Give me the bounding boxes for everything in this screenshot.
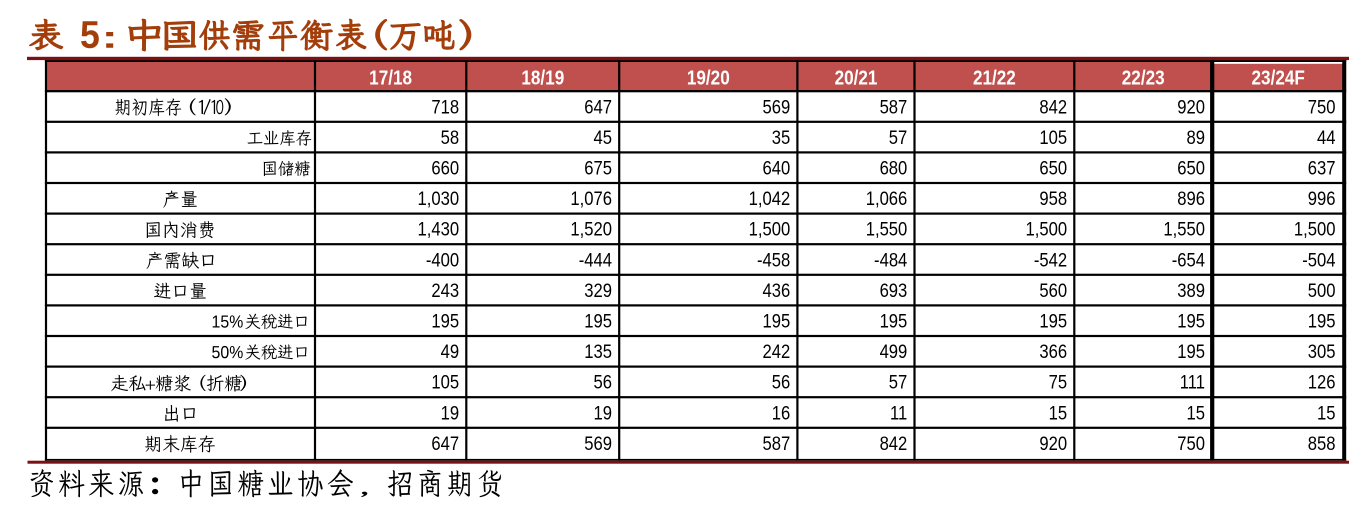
svg-text:436: 436 <box>762 278 790 301</box>
svg-text:569: 569 <box>584 431 612 454</box>
svg-text:660: 660 <box>431 156 459 179</box>
svg-text:-542: -542 <box>1034 248 1067 271</box>
svg-text:195: 195 <box>880 309 908 332</box>
svg-text:195: 195 <box>1177 309 1205 332</box>
svg-text:366: 366 <box>1039 340 1067 363</box>
svg-text:920: 920 <box>1039 431 1067 454</box>
svg-text:1,520: 1,520 <box>570 217 612 240</box>
svg-text:499: 499 <box>880 340 908 363</box>
svg-text:587: 587 <box>880 95 908 118</box>
svg-text:20/21: 20/21 <box>835 66 878 89</box>
svg-text:305: 305 <box>1308 340 1336 363</box>
svg-text:647: 647 <box>584 95 612 118</box>
svg-text:-458: -458 <box>757 248 790 271</box>
svg-text:45: 45 <box>594 125 612 148</box>
svg-text:718: 718 <box>431 95 459 118</box>
svg-text:1,500: 1,500 <box>1026 217 1068 240</box>
svg-text:195: 195 <box>1039 309 1067 332</box>
svg-text:105: 105 <box>431 370 459 393</box>
svg-text:-654: -654 <box>1172 248 1205 271</box>
svg-text:1,430: 1,430 <box>418 217 460 240</box>
svg-text:75: 75 <box>1049 370 1067 393</box>
svg-text:389: 389 <box>1177 278 1205 301</box>
svg-text:647: 647 <box>431 431 459 454</box>
svg-text:750: 750 <box>1308 95 1336 118</box>
svg-text:16: 16 <box>772 401 790 424</box>
svg-text:650: 650 <box>1177 156 1205 179</box>
svg-text:569: 569 <box>762 95 790 118</box>
svg-text:21/22: 21/22 <box>973 66 1016 89</box>
svg-text:35: 35 <box>772 125 790 148</box>
svg-text:958: 958 <box>1039 187 1067 210</box>
svg-text:920: 920 <box>1177 95 1205 118</box>
svg-text:58: 58 <box>441 125 459 148</box>
svg-text:1,550: 1,550 <box>866 217 908 240</box>
svg-text:57: 57 <box>889 370 907 393</box>
svg-text:1,500: 1,500 <box>1294 217 1336 240</box>
svg-text:11: 11 <box>890 401 907 424</box>
svg-text:105: 105 <box>1039 125 1067 148</box>
svg-text:858: 858 <box>1308 431 1336 454</box>
svg-text:640: 640 <box>762 156 790 179</box>
svg-text:195: 195 <box>431 309 459 332</box>
svg-text:18/19: 18/19 <box>521 66 564 89</box>
svg-text:111: 111 <box>1180 370 1205 393</box>
svg-text:19: 19 <box>441 401 459 424</box>
svg-text:500: 500 <box>1308 278 1336 301</box>
svg-text:675: 675 <box>584 156 612 179</box>
svg-text:56: 56 <box>594 370 612 393</box>
svg-text:1,030: 1,030 <box>418 187 460 210</box>
svg-text:1,500: 1,500 <box>749 217 791 240</box>
svg-text:15: 15 <box>1049 401 1067 424</box>
svg-text:560: 560 <box>1039 278 1067 301</box>
svg-text:19/20: 19/20 <box>687 66 730 89</box>
svg-text:17/18: 17/18 <box>369 66 412 89</box>
svg-text:329: 329 <box>584 278 612 301</box>
svg-text:89: 89 <box>1187 125 1205 148</box>
svg-text:195: 195 <box>584 309 612 332</box>
svg-text:842: 842 <box>1039 95 1067 118</box>
svg-text:637: 637 <box>1308 156 1336 179</box>
svg-text:-444: -444 <box>579 248 612 271</box>
svg-text:1,042: 1,042 <box>749 187 791 210</box>
svg-text:-504: -504 <box>1302 248 1335 271</box>
svg-text:242: 242 <box>762 340 790 363</box>
svg-text:750: 750 <box>1177 431 1205 454</box>
svg-text:19: 19 <box>594 401 612 424</box>
svg-text:587: 587 <box>762 431 790 454</box>
svg-text:-484: -484 <box>874 248 907 271</box>
svg-text:49: 49 <box>441 340 459 363</box>
svg-text:-400: -400 <box>426 248 459 271</box>
svg-text:135: 135 <box>584 340 612 363</box>
svg-text:650: 650 <box>1039 156 1067 179</box>
svg-text:15: 15 <box>1317 401 1335 424</box>
svg-text:680: 680 <box>880 156 908 179</box>
svg-text:195: 195 <box>1177 340 1205 363</box>
svg-text:243: 243 <box>431 278 459 301</box>
svg-text:896: 896 <box>1177 187 1205 210</box>
svg-text:23/24F: 23/24F <box>1252 66 1305 89</box>
svg-text:1,066: 1,066 <box>866 187 908 210</box>
svg-text:195: 195 <box>1308 309 1336 332</box>
svg-text:996: 996 <box>1308 187 1336 210</box>
svg-text:195: 195 <box>762 309 790 332</box>
svg-text:1,076: 1,076 <box>570 187 612 210</box>
svg-text:15: 15 <box>1187 401 1205 424</box>
svg-text:1,550: 1,550 <box>1163 217 1205 240</box>
svg-text:693: 693 <box>880 278 908 301</box>
svg-text:126: 126 <box>1308 370 1336 393</box>
svg-text:56: 56 <box>772 370 790 393</box>
svg-text:44: 44 <box>1317 125 1335 148</box>
svg-text:57: 57 <box>889 125 907 148</box>
svg-text:22/23: 22/23 <box>1122 66 1165 89</box>
svg-text:842: 842 <box>880 431 908 454</box>
